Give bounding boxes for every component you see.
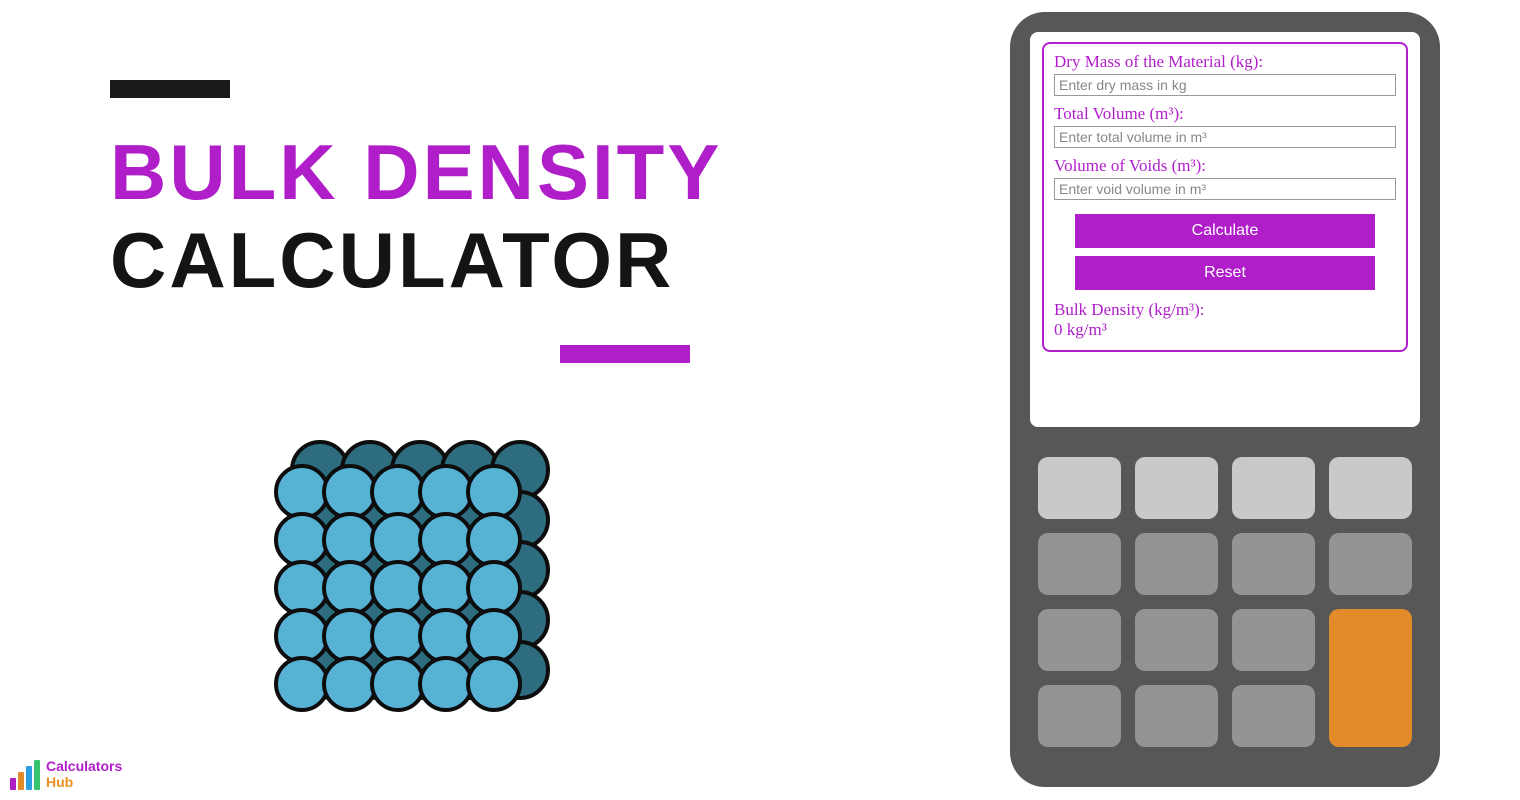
decorative-bar-purple <box>560 345 690 363</box>
keypad-key[interactable] <box>1232 685 1315 747</box>
keypad-key[interactable] <box>1135 685 1218 747</box>
keypad-key[interactable] <box>1135 457 1218 519</box>
keypad-key[interactable] <box>1329 609 1412 747</box>
keypad-key[interactable] <box>1038 533 1121 595</box>
logo-text: Calculators Hub <box>46 759 122 790</box>
keypad-key[interactable] <box>1232 457 1315 519</box>
calculator-device: Dry Mass of the Material (kg): Total Vol… <box>1010 12 1440 787</box>
keypad-key[interactable] <box>1135 533 1218 595</box>
result-label: Bulk Density (kg/m³): <box>1054 300 1396 320</box>
title-line-1: BULK DENSITY <box>110 133 910 211</box>
dry-mass-label: Dry Mass of the Material (kg): <box>1054 52 1396 72</box>
calculator-keypad <box>1030 457 1420 747</box>
result-value: 0 kg/m³ <box>1054 320 1396 340</box>
total-volume-input[interactable] <box>1054 126 1396 148</box>
logo-text-line1: Calculators <box>46 759 122 774</box>
reset-button[interactable]: Reset <box>1075 256 1376 290</box>
keypad-key[interactable] <box>1038 457 1121 519</box>
keypad-key[interactable] <box>1232 609 1315 671</box>
dry-mass-input[interactable] <box>1054 74 1396 96</box>
logo-text-line2: Hub <box>46 775 122 790</box>
total-volume-label: Total Volume (m³): <box>1054 104 1396 124</box>
calculator-form: Dry Mass of the Material (kg): Total Vol… <box>1042 42 1408 352</box>
keypad-key[interactable] <box>1038 609 1121 671</box>
void-volume-label: Volume of Voids (m³): <box>1054 156 1396 176</box>
decorative-bar-black <box>110 80 230 98</box>
void-volume-input[interactable] <box>1054 178 1396 200</box>
keypad-key[interactable] <box>1038 685 1121 747</box>
hero-section: BULK DENSITY CALCULATOR <box>110 80 910 299</box>
brand-logo: Calculators Hub <box>10 759 122 790</box>
keypad-key[interactable] <box>1135 609 1218 671</box>
keypad-key[interactable] <box>1232 533 1315 595</box>
calculate-button[interactable]: Calculate <box>1075 214 1376 248</box>
calculator-screen: Dry Mass of the Material (kg): Total Vol… <box>1030 32 1420 427</box>
particle-cube-illustration <box>260 430 590 775</box>
title-line-2: CALCULATOR <box>110 221 910 299</box>
keypad-key[interactable] <box>1329 533 1412 595</box>
logo-bars-icon <box>10 760 40 790</box>
keypad-key[interactable] <box>1329 457 1412 519</box>
